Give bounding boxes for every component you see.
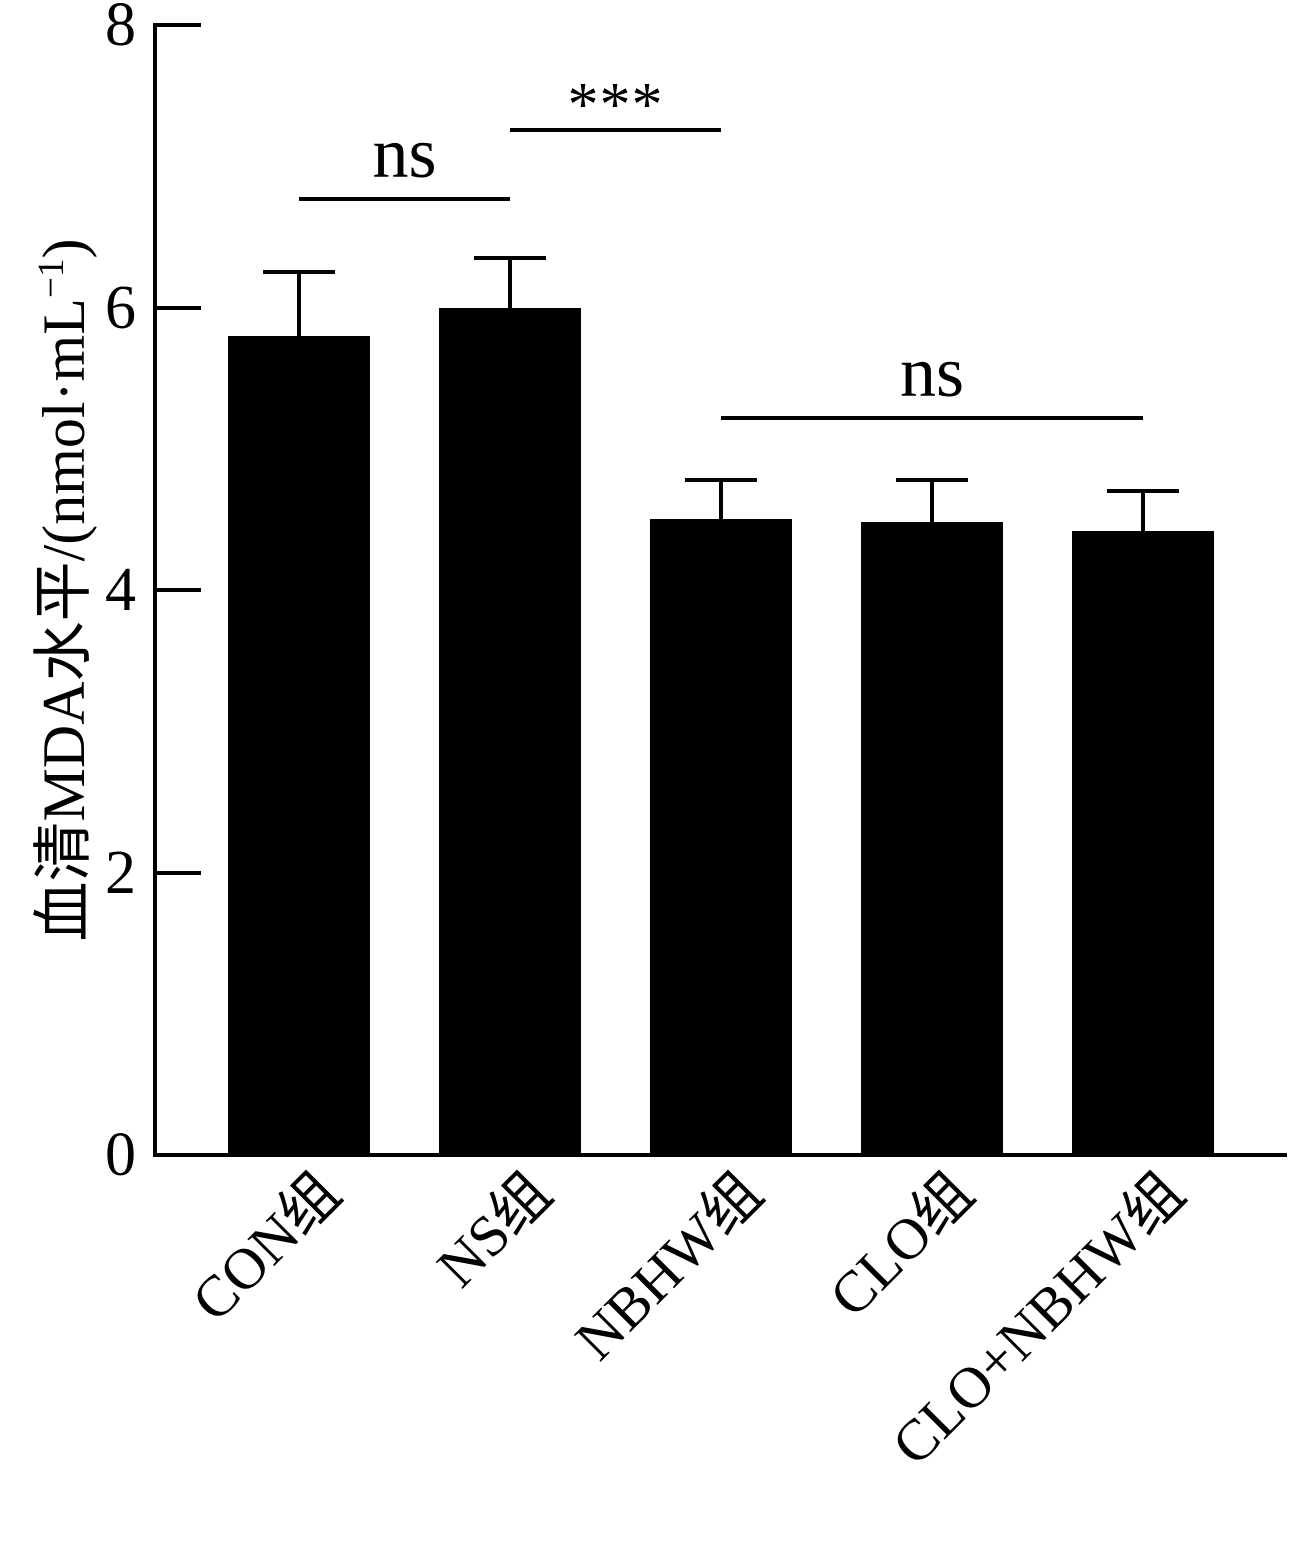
error-bar-cap — [896, 477, 968, 482]
error-bar-cap — [1107, 489, 1179, 494]
error-bar-cap — [263, 270, 335, 275]
y-tick-label: 2 — [105, 838, 136, 907]
y-tick-mark — [155, 23, 201, 27]
error-bar-stem — [719, 479, 723, 520]
y-tick-label: 4 — [105, 556, 136, 624]
y-axis-title-close-paren: ) — [31, 238, 97, 259]
bar-chart-figure: 血清MDA水平/(nmol·mL−1) 8 6 4 2 0 CON组 NS组 NBHW组 CLO… — [31, 0, 1287, 1478]
significance-label: *** — [567, 70, 664, 139]
error-bar-cap — [474, 256, 546, 261]
y-tick-mark — [155, 870, 201, 875]
significance-label: ns — [899, 331, 965, 412]
bar — [439, 307, 581, 1155]
error-bar-stem — [930, 479, 934, 523]
error-bar-stem — [508, 258, 512, 308]
x-tick-label: NBHW组 — [562, 1159, 775, 1373]
x-tick-label: CLO+NBHW组 — [879, 1159, 1197, 1478]
significance-line — [510, 127, 721, 132]
significance-line — [299, 196, 510, 201]
bar — [650, 519, 792, 1155]
error-bar-stem — [1141, 491, 1145, 531]
y-tick-mark — [155, 305, 201, 310]
bar — [228, 335, 370, 1155]
significance-label: ns — [372, 112, 437, 193]
y-tick-mark — [155, 1153, 201, 1157]
x-tick-label: CON组 — [179, 1159, 353, 1334]
y-tick-label: 6 — [105, 273, 136, 342]
bar — [861, 522, 1003, 1155]
x-axis-line — [153, 1153, 1287, 1157]
error-bar-stem — [297, 272, 301, 336]
y-tick-label: 8 — [105, 0, 136, 59]
y-tick-mark — [155, 588, 201, 592]
x-tick-label: NS组 — [424, 1159, 564, 1300]
error-bar-cap — [685, 477, 757, 482]
x-tick-label: CLO组 — [816, 1159, 986, 1329]
significance-line — [721, 415, 1143, 420]
y-tick-label: 0 — [105, 1121, 136, 1189]
bar — [1072, 530, 1214, 1155]
